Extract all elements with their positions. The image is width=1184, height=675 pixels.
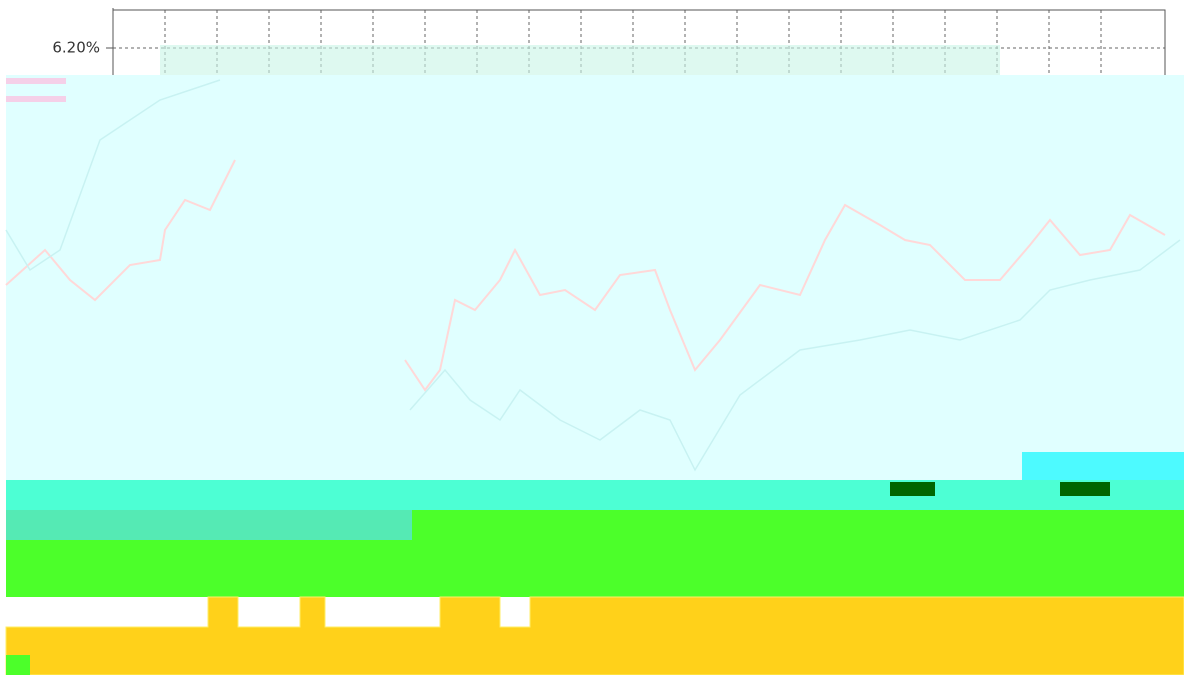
glitch-block [6, 540, 1184, 597]
glitch-block [890, 482, 935, 496]
glitch-strip [160, 45, 1000, 75]
plot-frame [113, 9, 1166, 75]
glitch-block [412, 510, 1184, 540]
glitch-block [1022, 452, 1184, 480]
glitch-strip [6, 78, 66, 84]
line-b [409, 239, 1181, 472]
glitch-block [1060, 482, 1110, 496]
line-b [5, 79, 221, 272]
y-tick-label: 6.20% [52, 39, 100, 57]
glitch-strip [6, 96, 66, 102]
line-a [404, 203, 1166, 392]
glitch-block [6, 480, 1184, 510]
line-a [5, 159, 236, 302]
glitch-block [6, 75, 1184, 480]
glitch-block [5, 596, 1184, 675]
glitch-block [6, 655, 30, 675]
glitch-block [6, 510, 412, 540]
